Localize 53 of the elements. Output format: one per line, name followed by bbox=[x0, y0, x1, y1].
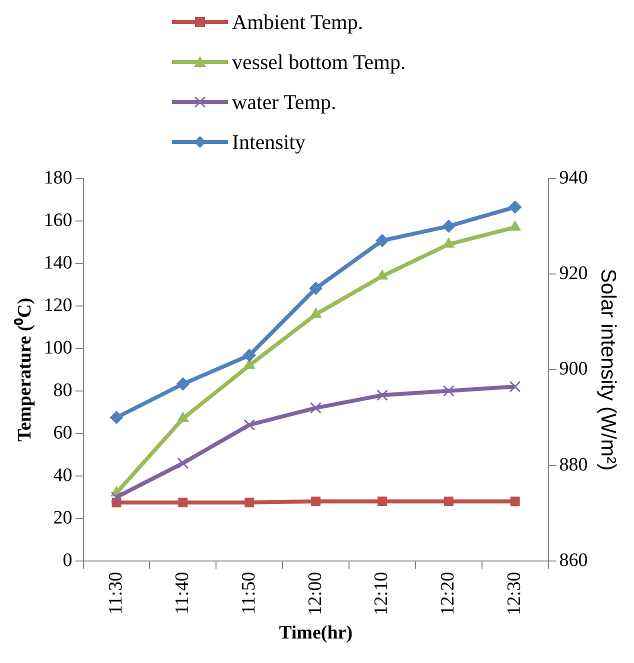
y-tick-label: 180 bbox=[44, 167, 72, 188]
x-tick-label: 11:40 bbox=[172, 572, 193, 614]
point bbox=[110, 491, 122, 503]
x-tick-label: 12:00 bbox=[304, 572, 326, 616]
point bbox=[376, 270, 388, 280]
point bbox=[442, 220, 456, 233]
x-tick-label: 11:30 bbox=[106, 572, 126, 614]
y-tick-label: 40 bbox=[53, 464, 72, 486]
point bbox=[244, 498, 254, 508]
y-tick-label: 80 bbox=[53, 380, 72, 401]
y-tick-label: 120 bbox=[44, 294, 72, 316]
legend-label: Ambient Temp. bbox=[232, 10, 364, 34]
x-tick-label: 12:30 bbox=[504, 572, 526, 616]
x-tick-label: 12:10 bbox=[371, 572, 392, 616]
x-tick-label: 11:50 bbox=[238, 572, 260, 614]
point bbox=[177, 412, 189, 422]
x-tick-label: 12:20 bbox=[438, 572, 459, 616]
point bbox=[311, 496, 321, 506]
point bbox=[508, 200, 522, 214]
y-tick-label: 140 bbox=[44, 252, 72, 274]
x-axis-title: Time(hr) bbox=[279, 622, 353, 644]
y-axis-title: Temperature (⁰C) bbox=[13, 298, 36, 442]
point bbox=[509, 380, 521, 392]
y2-tick-label: 900 bbox=[559, 358, 588, 380]
y-tick-label: 0 bbox=[62, 550, 72, 571]
point bbox=[376, 234, 389, 248]
point bbox=[178, 498, 188, 508]
y2-tick-label: 860 bbox=[559, 550, 588, 571]
point bbox=[310, 402, 322, 414]
legend-label: Intensity bbox=[232, 130, 306, 154]
point bbox=[244, 419, 256, 431]
point bbox=[377, 496, 387, 506]
point bbox=[310, 308, 322, 318]
legend-label: water Temp. bbox=[232, 90, 336, 114]
point bbox=[110, 410, 124, 424]
y-tick-label: 60 bbox=[53, 422, 72, 444]
point bbox=[509, 220, 521, 231]
y-tick-label: 160 bbox=[44, 210, 72, 231]
y2-tick-label: 920 bbox=[559, 263, 588, 284]
y-tick-label: 20 bbox=[53, 507, 72, 528]
point bbox=[309, 282, 322, 295]
point bbox=[442, 385, 454, 397]
point bbox=[176, 378, 190, 391]
point bbox=[444, 496, 454, 506]
point bbox=[177, 457, 189, 469]
y2-axis-title: Solar intensity (W/m²) bbox=[596, 268, 620, 471]
point bbox=[510, 496, 520, 506]
point bbox=[376, 389, 388, 401]
point bbox=[242, 348, 256, 362]
y2-tick-label: 940 bbox=[559, 167, 588, 188]
legend-label: vessel bottom Temp. bbox=[232, 50, 406, 74]
y-tick-label: 100 bbox=[44, 337, 72, 358]
y2-tick-label: 880 bbox=[559, 454, 588, 476]
